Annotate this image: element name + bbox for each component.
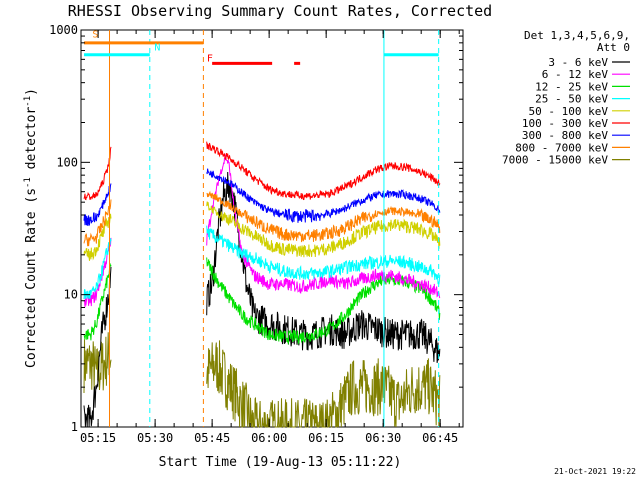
x-axis-label: Start Time (19-Aug-13 05:11:22) — [159, 455, 402, 470]
x-tick-label: 05:30 — [137, 431, 173, 445]
x-tick-label: 05:45 — [194, 431, 230, 445]
legend-label: 3 - 6 keV — [548, 56, 608, 69]
y-tick-label: 10 — [64, 288, 78, 302]
legend-label: 100 - 300 keV — [522, 117, 608, 130]
series-line — [83, 146, 112, 201]
y-axis-label-sup2: -1 — [23, 96, 33, 107]
x-tick-label: 06:45 — [422, 431, 458, 445]
series-line — [206, 154, 441, 299]
legend-label: 7000 - 15000 keV — [502, 154, 608, 167]
marker-layer: S N F — [84, 29, 440, 427]
y-axis-label-sup1: -1 — [23, 177, 33, 188]
legend-label: 6 - 12 keV — [542, 68, 609, 81]
y-tick-label: 1000 — [49, 23, 78, 37]
x-tick-label: 06:00 — [251, 431, 287, 445]
series-line — [83, 266, 112, 428]
series-line — [83, 199, 112, 247]
status-flag-label: N — [154, 42, 160, 53]
legend-label: 25 - 50 keV — [535, 93, 608, 106]
legend-label: 800 - 7000 keV — [515, 141, 608, 154]
series-line — [206, 171, 441, 363]
series-line — [83, 332, 112, 394]
series-line — [83, 183, 112, 227]
x-tick-label: 06:15 — [308, 431, 344, 445]
legend-header-detectors: Det 1,3,4,5,6,9, — [524, 29, 630, 42]
x-tick-label: 05:15 — [80, 431, 116, 445]
x-tick-label: 06:30 — [365, 431, 401, 445]
series-line — [206, 201, 441, 258]
series-line — [83, 213, 112, 261]
y-tick-label: 1 — [71, 420, 78, 434]
legend-label: 12 - 25 keV — [535, 80, 608, 93]
y-axis-label: Corrected Count Rate (s-1 detector-1) — [23, 88, 39, 368]
plot-area — [80, 29, 464, 428]
series-layer — [83, 141, 441, 429]
tick-layer: 1 10 100 1000 05:15 05:30 05:45 06:00 06:15 06:30… — [49, 23, 463, 445]
legend-header-attenuator: Att 0 — [597, 41, 630, 54]
series-line — [206, 168, 441, 224]
generation-timestamp: 21-Oct-2021 19:22 — [554, 467, 636, 476]
legend-label: 50 - 100 keV — [529, 105, 609, 118]
series-line — [83, 263, 112, 341]
status-flag-label: S — [92, 29, 98, 40]
series-line — [83, 238, 112, 300]
series-line — [206, 190, 441, 243]
y-axis-label-end: ) — [24, 88, 39, 96]
plot-frame — [80, 29, 464, 428]
legend-label: 300 - 800 keV — [522, 129, 608, 142]
series-line — [206, 141, 441, 201]
status-flag-label: F — [207, 53, 213, 64]
chart-title: RHESSI Observing Summary Count Rates, Co… — [68, 2, 492, 20]
series-line — [206, 340, 441, 429]
series-line — [206, 225, 441, 285]
y-axis-label-main: Corrected Count Rate (s — [24, 188, 39, 368]
y-axis-label-mid: detector — [24, 107, 39, 178]
y-tick-label: 100 — [56, 155, 78, 169]
